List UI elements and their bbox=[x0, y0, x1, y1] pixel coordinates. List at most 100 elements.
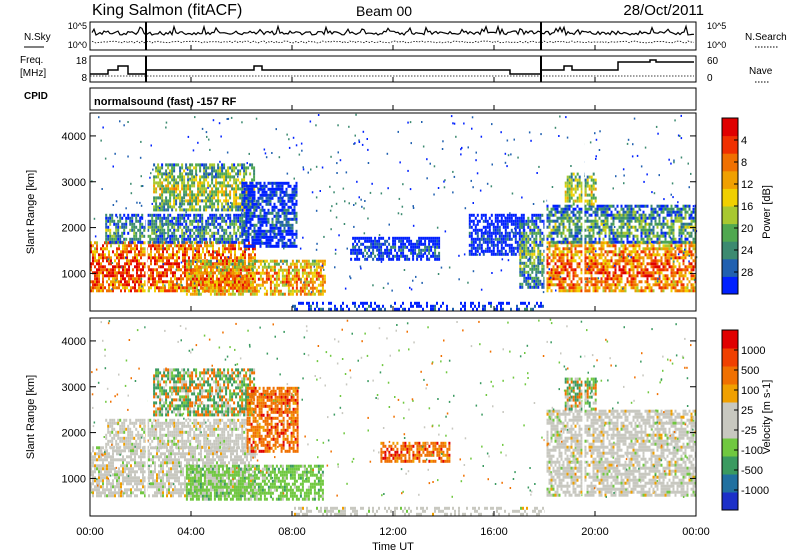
echo-cell bbox=[386, 248, 389, 252]
echo-cell bbox=[566, 219, 569, 223]
echo-cell bbox=[255, 259, 258, 263]
echo-cell bbox=[249, 202, 252, 206]
echo-cell bbox=[283, 211, 286, 215]
echo-cell bbox=[223, 184, 226, 188]
echo-cell bbox=[531, 255, 534, 259]
echo-cell bbox=[90, 289, 92, 293]
echo-cell bbox=[293, 238, 296, 242]
echo-cell bbox=[604, 286, 607, 290]
echo-cell bbox=[313, 271, 316, 275]
echo-cell bbox=[155, 175, 158, 179]
echo-cell bbox=[596, 262, 599, 266]
echo-cell bbox=[250, 253, 252, 257]
echo-cell bbox=[380, 236, 383, 240]
echo-cell bbox=[171, 219, 174, 223]
echo-cell bbox=[229, 286, 232, 290]
echo-cell bbox=[160, 289, 162, 293]
echo-cell bbox=[158, 286, 160, 290]
echo-cell bbox=[265, 292, 268, 296]
echo-cell bbox=[255, 223, 258, 227]
echo-cell bbox=[299, 292, 302, 296]
echo-cell bbox=[199, 268, 202, 272]
echo-cell bbox=[157, 175, 160, 179]
echo-cell bbox=[277, 229, 280, 233]
echo-cell bbox=[556, 268, 559, 272]
echo-cell bbox=[632, 274, 635, 278]
echo-cell bbox=[576, 234, 579, 238]
echo-cell bbox=[496, 231, 499, 235]
echo-cell bbox=[187, 187, 190, 191]
echo-cell bbox=[217, 259, 220, 263]
echo-cell bbox=[166, 256, 168, 260]
echo-cell bbox=[562, 289, 565, 293]
echo-cell bbox=[584, 237, 587, 241]
echo-cell bbox=[255, 199, 258, 203]
echo-cell bbox=[525, 246, 528, 250]
echo-cell bbox=[230, 256, 232, 260]
echo-cell bbox=[564, 247, 567, 251]
echo-cell bbox=[523, 270, 526, 274]
echo-cell bbox=[131, 228, 134, 232]
echo-cell bbox=[688, 289, 691, 293]
echo-cell bbox=[285, 223, 288, 227]
echo-cell bbox=[305, 265, 308, 269]
echo-cell bbox=[672, 253, 675, 257]
echo-cell bbox=[131, 222, 134, 226]
echo-cell bbox=[215, 213, 218, 217]
echo-cell bbox=[137, 219, 140, 223]
echo-cell bbox=[692, 259, 695, 263]
echo-cell bbox=[281, 232, 284, 236]
echo-cell bbox=[253, 241, 256, 245]
echo-cell bbox=[263, 229, 266, 233]
echo-cell bbox=[684, 250, 687, 254]
echo-cell bbox=[574, 244, 577, 248]
echo-cell bbox=[628, 259, 631, 263]
echo-cell bbox=[215, 169, 218, 173]
echo-cell bbox=[523, 264, 526, 268]
echo-cell bbox=[275, 205, 278, 209]
echo-cell bbox=[273, 181, 276, 185]
echo-cell bbox=[568, 271, 571, 275]
echo-cell bbox=[199, 231, 202, 235]
echo-cell bbox=[482, 237, 485, 241]
echo-cell bbox=[213, 163, 216, 167]
echo-cell bbox=[214, 271, 216, 275]
echo-cell bbox=[265, 199, 268, 203]
echo-cell bbox=[418, 248, 421, 252]
echo-cell bbox=[277, 289, 280, 293]
echo-cell bbox=[558, 228, 561, 232]
echo-cell bbox=[516, 231, 519, 235]
echo-cell bbox=[166, 289, 168, 293]
echo-cell bbox=[163, 213, 166, 217]
echo-cell bbox=[109, 234, 112, 238]
echo-cell bbox=[418, 251, 421, 255]
echo-cell bbox=[658, 277, 661, 281]
echo-cell bbox=[261, 187, 264, 191]
echo-cell bbox=[213, 225, 216, 229]
echo-cell bbox=[550, 289, 553, 293]
echo-cell bbox=[229, 231, 232, 235]
echo-cell bbox=[113, 219, 116, 223]
echo-cell bbox=[490, 219, 493, 223]
echo-cell bbox=[96, 250, 98, 254]
echo-cell bbox=[263, 187, 266, 191]
echo-cell bbox=[680, 271, 683, 275]
echo-cell bbox=[364, 257, 367, 261]
echo-cell bbox=[217, 163, 220, 167]
echo-cell bbox=[297, 289, 300, 293]
echo-cell bbox=[640, 256, 643, 260]
echo-cell bbox=[229, 208, 232, 212]
echo-cell bbox=[319, 274, 322, 278]
echo-cell bbox=[422, 242, 425, 246]
echo-cell bbox=[378, 251, 381, 255]
echo-cell bbox=[193, 193, 196, 197]
echo-cell bbox=[287, 217, 290, 221]
echo-cell bbox=[224, 250, 226, 254]
echo-cell bbox=[233, 222, 236, 226]
echo-cell bbox=[227, 271, 230, 275]
echo-cell bbox=[400, 254, 403, 258]
echo-cell bbox=[546, 265, 549, 269]
echo-cell bbox=[192, 250, 194, 254]
echo-cell bbox=[498, 228, 501, 232]
echo-cell bbox=[157, 169, 160, 173]
